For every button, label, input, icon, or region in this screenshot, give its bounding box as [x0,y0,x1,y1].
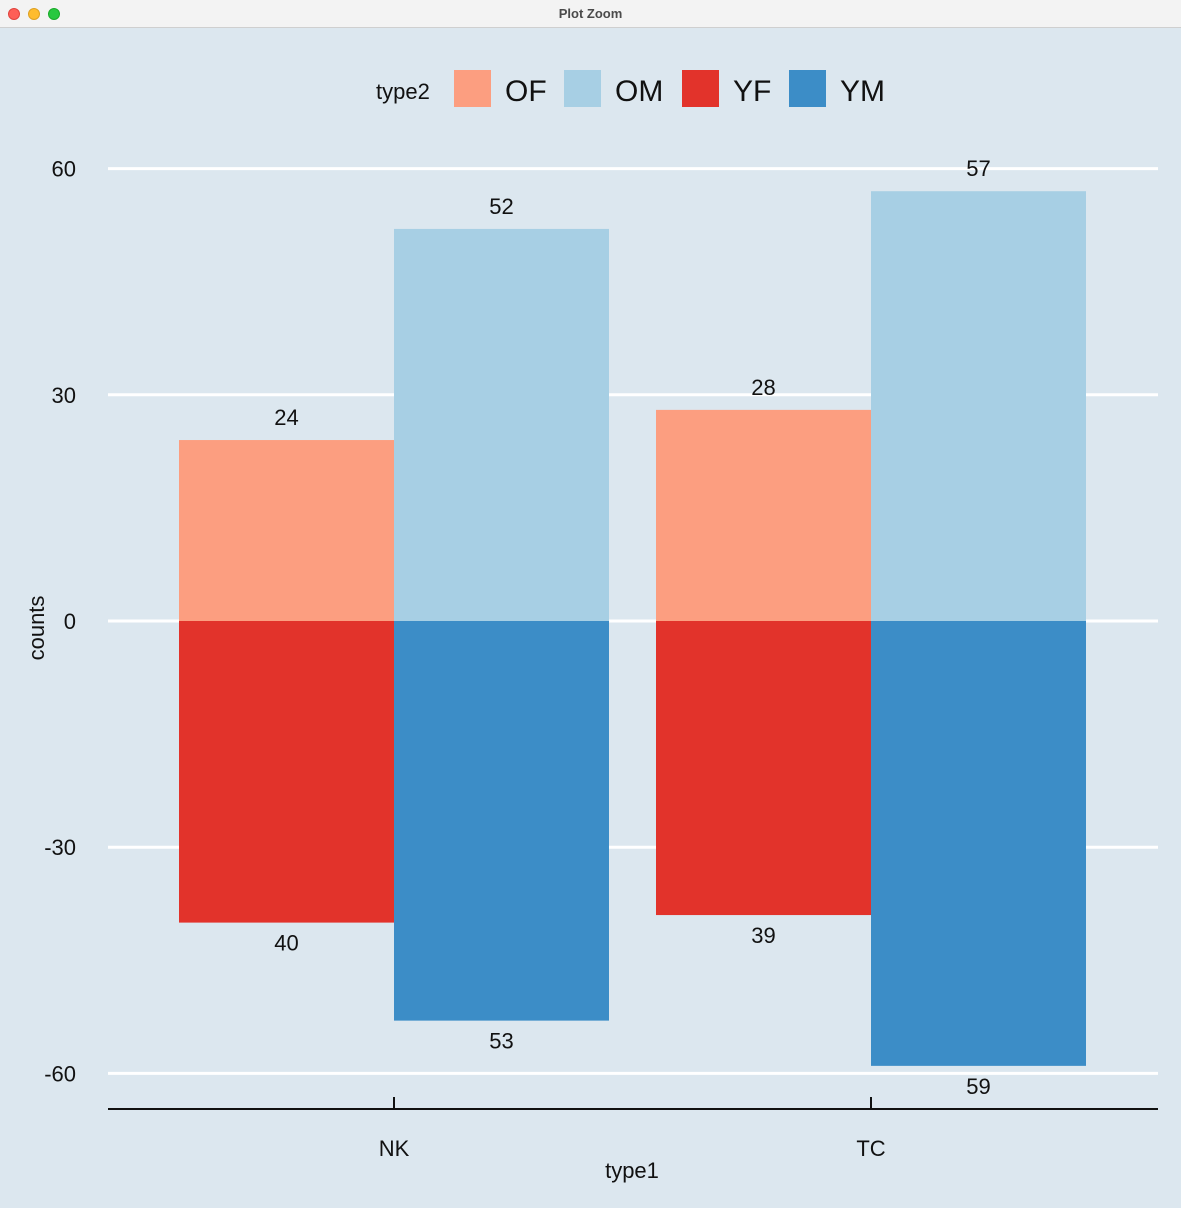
bar-value-label: 39 [751,923,775,948]
bar-labels: 24 52 40 53 28 57 39 59 [274,156,990,1099]
bar-nk-of [179,440,394,621]
x-axis: NK TC [108,1097,1158,1161]
close-window-button[interactable] [8,8,20,20]
bar-nk-om [394,228,609,622]
legend-label-om: OM [615,75,663,108]
bar-value-label: 28 [751,375,775,400]
bar-tc-yf [656,621,871,916]
legend: type2 OF OM YF YM [376,70,885,108]
x-tick-label: TC [856,1136,885,1161]
bar-value-label: 40 [274,931,298,956]
y-tick-label: 0 [64,609,76,634]
bar-tc-of [656,409,871,621]
y-tick-label: -60 [44,1061,76,1086]
y-axis: -60 -30 0 30 60 [44,157,76,1087]
y-tick-label: 30 [52,383,76,408]
legend-key-of [454,70,491,107]
window-title: Plot Zoom [558,6,623,21]
legend-label-ym: YM [840,75,885,108]
legend-label-of: OF [505,75,547,108]
y-tick-label: 60 [52,157,76,182]
bar-value-label: 53 [489,1029,513,1054]
x-tick-label: NK [379,1136,410,1161]
title-bar: Plot Zoom [0,0,1181,28]
bar-value-label: 52 [489,194,513,219]
legend-key-yf [682,70,719,107]
bar-tc-om [871,191,1086,621]
minimize-window-button[interactable] [28,8,40,20]
y-tick-label: -30 [44,835,76,860]
legend-key-ym [789,70,826,107]
bar-value-label: 57 [966,156,990,181]
bar-nk-ym [394,621,609,1021]
legend-title: type2 [376,79,430,104]
bar-nk-yf [179,621,394,923]
bar-chart: 24 52 40 53 28 57 39 59 -60 -30 0 30 60 NK TC counts… [24,70,1158,1183]
y-axis-title: counts [24,596,49,661]
legend-label-yf: YF [733,75,771,108]
bar-tc-ym [871,621,1086,1066]
bar-value-label: 59 [966,1074,990,1099]
bars [179,191,1086,1066]
bar-value-label: 24 [274,405,298,430]
x-axis-title: type1 [605,1158,659,1183]
legend-key-om [564,70,601,107]
zoom-window-button[interactable] [48,8,60,20]
